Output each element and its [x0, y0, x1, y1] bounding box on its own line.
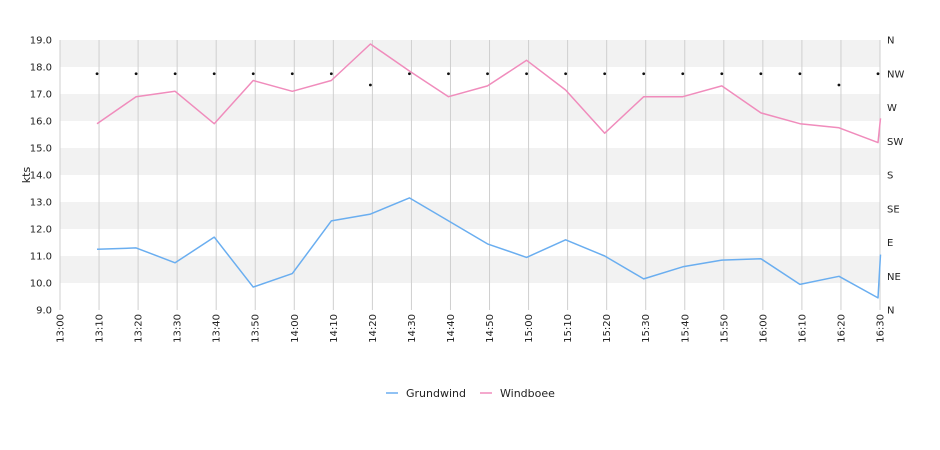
- y-tick-label: 18.0: [30, 63, 52, 74]
- right-tick-label: SE: [887, 204, 900, 215]
- x-tick-label: 13:00: [56, 314, 67, 343]
- direction-dot: [329, 72, 333, 76]
- grid-band: [60, 202, 880, 229]
- y-tick-label: 12.0: [30, 225, 52, 236]
- direction-dot: [447, 72, 450, 76]
- grid-band: [60, 283, 880, 310]
- y-tick-label: 17.0: [30, 90, 52, 101]
- grid-band: [60, 40, 880, 67]
- direction-dot: [486, 72, 489, 76]
- direction-dot: [798, 72, 802, 76]
- direction-dot: [408, 72, 411, 76]
- x-tick-label: 13:50: [251, 314, 262, 343]
- y-tick-label: 15.0: [30, 144, 52, 155]
- legend-label-windboee: Windboee: [500, 387, 555, 400]
- x-tick-label: 13:40: [212, 314, 223, 343]
- right-tick-label: E: [887, 238, 893, 249]
- y-tick-label: 14.0: [30, 171, 52, 182]
- direction-dot: [173, 72, 177, 76]
- right-tick-label: SW: [887, 137, 903, 148]
- x-tick-label: 14:50: [485, 314, 496, 343]
- grid-band: [60, 256, 880, 283]
- y-tick-label: 16.0: [30, 117, 52, 128]
- grid-band: [60, 148, 880, 175]
- direction-dot: [681, 72, 685, 76]
- direction-dot: [876, 72, 880, 76]
- series-line-grundwind: [96, 197, 882, 299]
- grid-band: [60, 94, 880, 121]
- direction-dot: [642, 72, 646, 76]
- direction-dots: [95, 72, 880, 87]
- chart-lines: [96, 43, 882, 299]
- x-tick-label: 13:30: [173, 314, 184, 343]
- x-tick-label: 16:00: [758, 314, 769, 343]
- y-tick-label: 19.0: [30, 36, 52, 47]
- x-tick-label: 14:20: [368, 314, 379, 343]
- y-tick-label: 13.0: [30, 198, 52, 209]
- x-tick-label: 15:50: [719, 314, 730, 343]
- y-axis-ticks: 9.0 10.0 11.0 12.0 13.0 14.0 15.0 16.0 17.0 18.0 1…: [30, 36, 52, 317]
- x-tick-label: 16:10: [797, 314, 808, 343]
- y-tick-label: 11.0: [30, 252, 52, 263]
- x-tick-label: 15:30: [641, 314, 652, 343]
- x-tick-label: 16:20: [836, 314, 847, 343]
- grid-band: [60, 175, 880, 202]
- y-tick-label: 9.0: [36, 306, 52, 317]
- y-axis-title: kts: [20, 167, 33, 184]
- direction-dot: [837, 83, 841, 87]
- x-tick-label: 14:40: [446, 314, 457, 343]
- chart-bands: [60, 40, 880, 310]
- x-tick-label: 13:20: [134, 314, 145, 343]
- x-tick-label: 15:10: [563, 314, 574, 343]
- right-tick-label: NE: [887, 272, 901, 283]
- direction-dot: [95, 72, 99, 76]
- direction-dot: [759, 72, 763, 76]
- x-tick-label: 15:20: [602, 314, 613, 343]
- direction-dot: [134, 72, 138, 76]
- direction-dot: [251, 72, 255, 76]
- right-axis-ticks: N NE E SE S SW W NW N: [887, 36, 904, 317]
- direction-dot: [290, 72, 294, 76]
- x-axis-ticks: 13:00 13:10 13:20 13:30 13:40 13:50 14:00 14:10…: [56, 314, 887, 343]
- direction-dot: [525, 72, 528, 76]
- chart-vertical-grid: [59, 40, 881, 310]
- right-tick-label: N: [887, 36, 894, 47]
- chart-legend: Grundwind Windboee: [386, 387, 555, 400]
- x-tick-label: 16:30: [876, 314, 887, 343]
- x-tick-label: 14:00: [290, 314, 301, 343]
- series-line-windboee: [96, 43, 882, 144]
- direction-dot: [603, 72, 607, 76]
- direction-dot: [368, 83, 372, 87]
- x-tick-label: 15:40: [680, 314, 691, 343]
- legend-label-grundwind: Grundwind: [406, 387, 466, 400]
- x-tick-label: 14:30: [407, 314, 418, 343]
- right-tick-label: NW: [887, 69, 904, 80]
- grid-band: [60, 67, 880, 94]
- x-tick-label: 15:00: [524, 314, 535, 343]
- x-tick-label: 13:10: [95, 314, 106, 343]
- direction-dot: [564, 72, 568, 76]
- y-tick-label: 10.0: [30, 279, 52, 290]
- x-tick-label: 14:10: [329, 314, 340, 343]
- right-tick-label: N: [887, 306, 894, 317]
- direction-dot: [212, 72, 216, 76]
- direction-dot: [720, 72, 724, 76]
- right-tick-label: W: [887, 103, 897, 114]
- right-tick-label: S: [887, 171, 893, 182]
- grid-band: [60, 121, 880, 148]
